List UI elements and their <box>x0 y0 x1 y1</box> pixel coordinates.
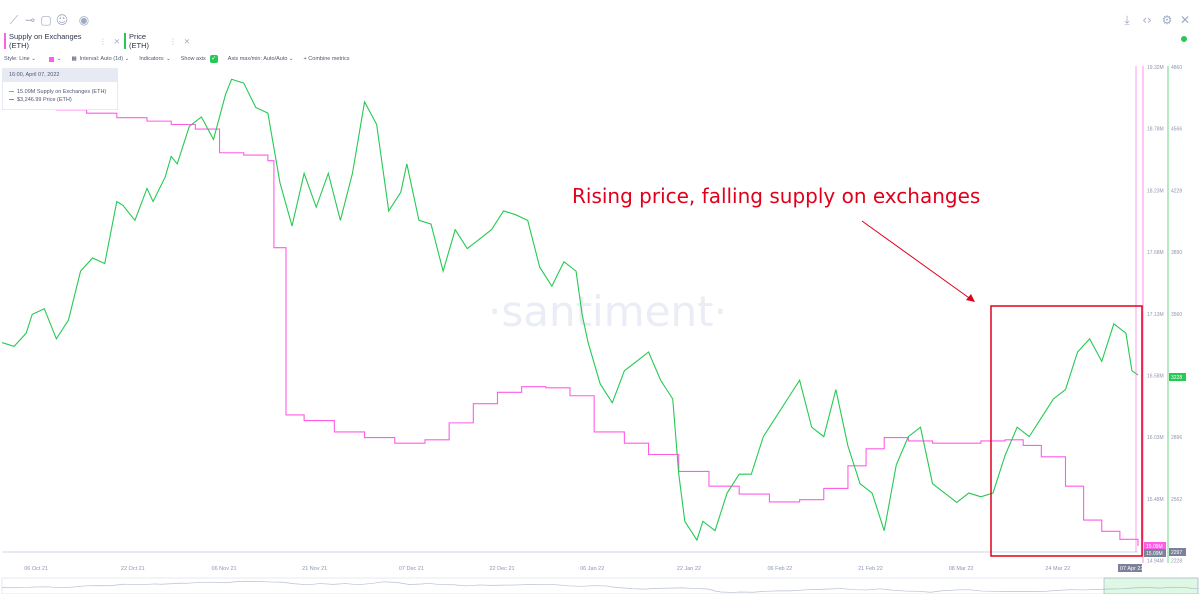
chart-toolbar: ⟋ ⊸ ▢ ☺ ◉ ⤓ ‹› ⚙ ✕ <box>0 0 1200 38</box>
calendar-icon: ▦ <box>71 56 77 62</box>
more-icon[interactable]: ⋮ <box>99 36 107 46</box>
price-low-tag: 2297 <box>1171 550 1182 556</box>
color-swatch <box>48 56 54 62</box>
tooltip-row-supply: 15.09M Supply on Exchanges (ETH) <box>3 88 117 96</box>
supply-axis-tick: 16.58M <box>1147 374 1164 380</box>
x-tick-label: 22 Oct 21 <box>121 566 145 572</box>
emoji-icon[interactable]: ☺ <box>55 13 69 27</box>
gear-icon[interactable]: ⚙ <box>1161 13 1173 27</box>
remove-metric-icon[interactable]: ✕ <box>183 36 190 46</box>
supply-series-line <box>2 94 1139 547</box>
price-axis-tick: 3890 <box>1171 250 1182 256</box>
navigator-selection <box>1103 577 1199 594</box>
close-icon[interactable]: ✕ <box>1179 13 1191 27</box>
draw-line-icon[interactable]: ⟋ <box>9 13 19 27</box>
indicators-select[interactable]: Indicators: ⌄ <box>139 56 171 62</box>
legend-swatch-price <box>9 98 14 101</box>
x-tick-label: 06 Jan 22 <box>580 566 604 572</box>
horizontal-line-icon[interactable]: ⊸ <box>24 13 36 27</box>
metric-chip-price[interactable]: Price (ETH) ⋮ ✕ <box>124 32 190 50</box>
combine-metrics-button[interactable]: + Combine metrics <box>303 56 350 62</box>
download-icon[interactable]: ⤓ <box>1124 13 1130 27</box>
chart-settings-row: Style: Line ⌄ ⌄ ▦ Interval: Auto (1d) ⌄ I… <box>0 53 1140 65</box>
price-axis-tick: 4228 <box>1171 188 1182 194</box>
supply-axis-tick: 17.13M <box>1147 312 1164 318</box>
supply-last-tag-bg <box>1144 542 1166 550</box>
color-select[interactable]: ⌄ <box>46 56 61 62</box>
more-icon[interactable]: ⋮ <box>169 36 177 46</box>
supply-axis-tick: 18.23M <box>1147 188 1164 194</box>
x-last-label-bg <box>1118 564 1142 572</box>
supply-axis-tick: 16.03M <box>1147 435 1164 441</box>
live-status-dot <box>1181 36 1187 42</box>
supply-axis-tick: 18.78M <box>1147 127 1164 133</box>
price-axis-tick: 4860 <box>1171 65 1182 71</box>
x-last-label: 07 Apr 22 <box>1120 566 1144 572</box>
interval-select[interactable]: ▦ Interval: Auto (1d) ⌄ <box>71 56 130 62</box>
navigator-price-line <box>1 580 1199 593</box>
supply-axis-tick: 19.32M <box>1147 65 1164 71</box>
price-axis-tick: 2896 <box>1171 435 1182 441</box>
annotation-text: Rising price, falling supply on exchange… <box>572 184 981 208</box>
metric-label: Price (ETH) <box>129 32 149 50</box>
supply-alt-last-tag: 15.09M <box>1146 551 1163 557</box>
price-last-tag-bg <box>1169 373 1186 381</box>
price-axis-tick: 2562 <box>1171 497 1182 503</box>
supply-axis-tick: 15.48M <box>1147 497 1164 503</box>
x-tick-label: 22 Dec 21 <box>489 566 514 572</box>
x-tick-label: 08 Mar 22 <box>949 566 974 572</box>
x-tick-label: 21 Feb 22 <box>858 566 883 572</box>
hover-tooltip: 16:00, April 07, 2022 15.09M Supply on E… <box>2 68 118 110</box>
price-series-line <box>1 78 1139 542</box>
metric-color-bar <box>124 33 126 49</box>
note-icon[interactable]: ▢ <box>40 13 52 27</box>
legend-swatch-supply <box>9 90 14 93</box>
metric-chip-supply[interactable]: Supply on Exchanges (ETH) ⋮ ✕ <box>4 32 120 50</box>
show-axis-toggle[interactable]: Show axis ✓ <box>180 55 218 63</box>
axis-minmax-select[interactable]: Axis max/min: Auto/Auto ⌄ <box>227 56 294 62</box>
x-tick-label: 06 Nov 21 <box>212 566 237 572</box>
annotation-arrow-line <box>861 220 973 301</box>
price-last-tag: 3228 <box>1171 375 1182 381</box>
x-tick-label: 06 Oct 21 <box>24 566 48 572</box>
price-axis-tick: 2228 <box>1171 559 1182 565</box>
x-tick-label: 21 Nov 21 <box>302 566 327 572</box>
highlight-box <box>990 305 1143 557</box>
x-tick-label: 22 Jan 22 <box>677 566 701 572</box>
check-icon: ✓ <box>209 55 218 63</box>
supply-last-tag: 15.09M <box>1146 544 1163 550</box>
supply-axis-tick: 17.68M <box>1147 250 1164 256</box>
remove-metric-icon[interactable]: ✕ <box>113 36 120 46</box>
eye-icon[interactable]: ◉ <box>78 13 90 27</box>
annotation-arrow-head <box>966 294 975 302</box>
supply-alt-last-tag-bg <box>1144 549 1166 557</box>
supply-axis-tick: 14.94M <box>1147 559 1164 565</box>
tooltip-row-price: $3,246.99 Price (ETH) <box>3 96 117 104</box>
watermark: ·santiment· <box>488 287 727 336</box>
price-low-tag-bg <box>1169 548 1186 556</box>
plus-icon: + <box>303 56 309 62</box>
x-tick-label: 06 Feb 22 <box>767 566 792 572</box>
metric-color-bar <box>4 33 6 49</box>
embed-code-icon[interactable]: ‹› <box>1142 13 1152 27</box>
metric-label: Supply on Exchanges (ETH) <box>9 32 82 50</box>
price-axis-tick: 3560 <box>1171 312 1182 318</box>
price-axis-tick: 4566 <box>1171 127 1182 133</box>
x-tick-label: 24 Mar 22 <box>1045 566 1070 572</box>
tooltip-date: 16:00, April 07, 2022 <box>3 69 117 82</box>
style-select[interactable]: Style: Line ⌄ <box>4 56 36 62</box>
x-tick-label: 07 Dec 21 <box>399 566 424 572</box>
